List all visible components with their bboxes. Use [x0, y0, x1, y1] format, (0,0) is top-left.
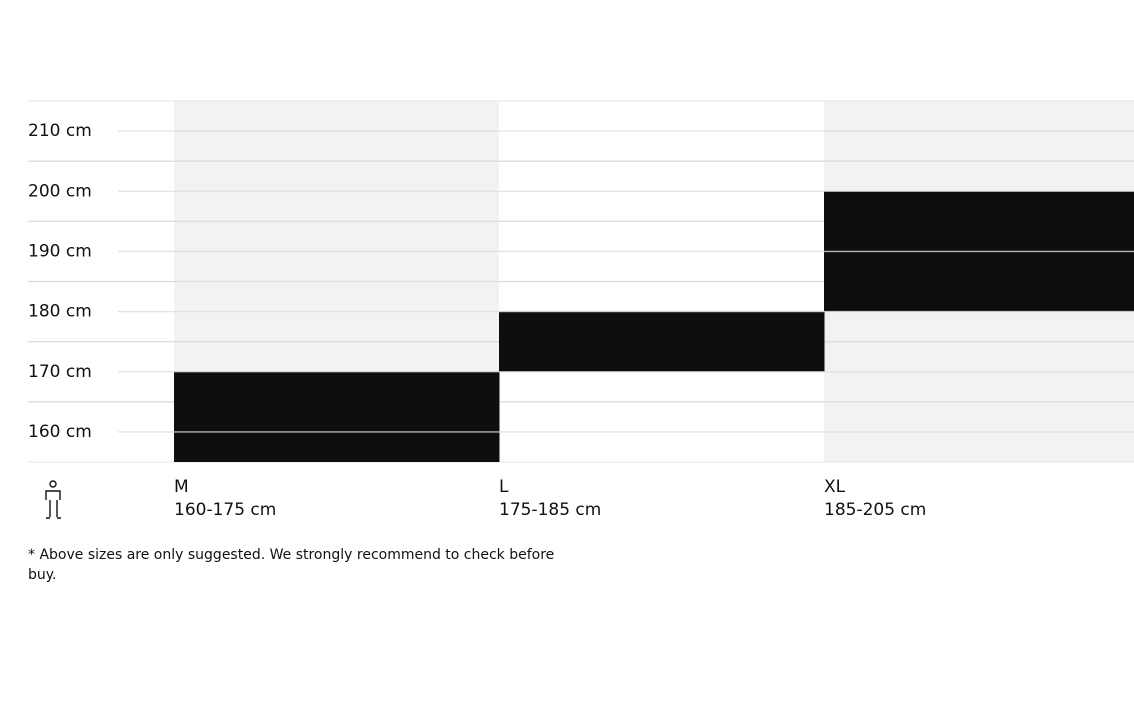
size-bar: [499, 311, 825, 372]
size-label: M: [174, 477, 189, 497]
size-range: 175-185 cm: [499, 500, 601, 520]
size-range: 160-175 cm: [174, 500, 276, 520]
y-tick-label: 160 cm: [28, 422, 92, 442]
y-tick-label: 180 cm: [28, 302, 92, 322]
y-tick-label: 170 cm: [28, 362, 92, 382]
y-tick-label: 200 cm: [28, 181, 92, 201]
size-label: XL: [824, 477, 846, 497]
y-tick-label: 210 cm: [28, 121, 92, 141]
size-range: 185-205 cm: [824, 500, 926, 520]
size-bar: [174, 371, 500, 462]
y-tick-label: 190 cm: [28, 241, 92, 261]
person-icon: [45, 480, 61, 519]
size-label: L: [499, 477, 509, 497]
footnote: * Above sizes are only suggested. We str…: [28, 547, 555, 583]
